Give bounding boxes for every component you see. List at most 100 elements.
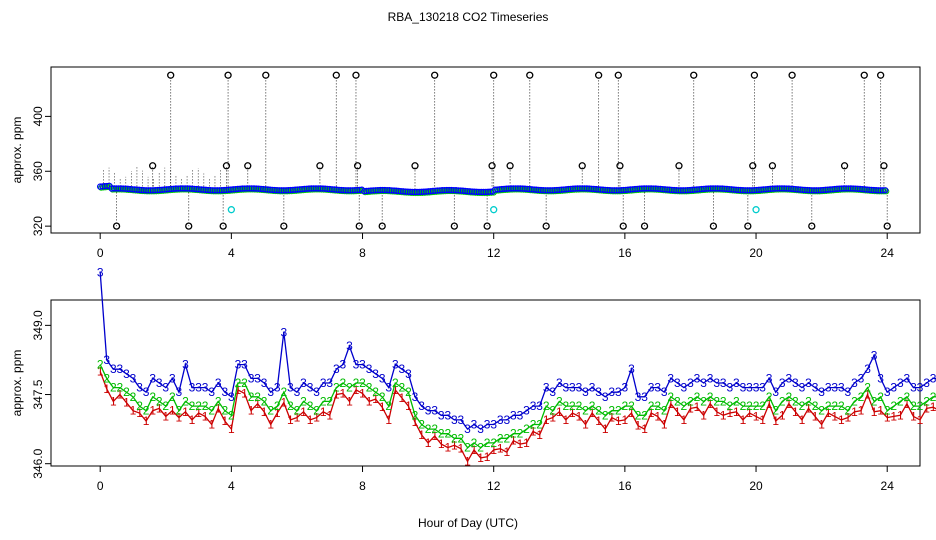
baseline-point	[840, 185, 848, 192]
series-3-marker: 3	[261, 376, 268, 390]
baseline-point-green	[316, 186, 323, 193]
baseline-point-green	[483, 189, 490, 197]
baseline-point	[737, 186, 744, 194]
outlier-point	[506, 162, 514, 170]
series-3-marker: 3	[326, 376, 333, 390]
series-2-marker: 2	[182, 394, 189, 408]
baseline-point-green	[426, 189, 433, 196]
baseline-point-green	[492, 187, 500, 194]
series-3-marker: 3	[418, 399, 425, 413]
baseline-point-green	[630, 187, 637, 194]
baseline-point-green	[242, 186, 249, 193]
series-2-marker: 2	[569, 399, 576, 413]
baseline-point-green	[823, 187, 830, 194]
series-3-marker: 3	[523, 404, 530, 418]
baseline-point-green	[577, 186, 585, 193]
bottom-x-tick-label: 12	[487, 479, 501, 493]
baseline-point-green	[747, 188, 754, 195]
bottom-y-tick-label: 346.0	[31, 448, 45, 478]
baseline-point-green	[554, 187, 562, 195]
baseline-point-green	[300, 187, 307, 194]
baseline-point-green	[690, 187, 697, 194]
outlier-point	[594, 71, 603, 79]
outlier-point	[355, 222, 363, 230]
baseline-point-green	[311, 186, 318, 193]
baseline-point	[406, 188, 414, 196]
series-1-marker: 1	[221, 414, 228, 428]
baseline-point	[276, 187, 283, 194]
baseline-point	[113, 185, 120, 192]
series-3-marker: 3	[438, 408, 445, 422]
series-1-marker: 1	[490, 443, 497, 457]
baseline-point	[409, 188, 416, 196]
series-2-marker: 2	[733, 394, 740, 408]
series-2-marker: 2	[169, 390, 176, 404]
baseline-point	[246, 185, 253, 192]
baseline-point	[776, 185, 783, 192]
series-1-marker: 1	[425, 436, 432, 450]
baseline-point-green	[212, 188, 220, 195]
series-2-marker: 2	[641, 408, 648, 422]
baseline-point	[813, 187, 820, 194]
baseline-point	[510, 185, 517, 192]
series-2-marker: 2	[549, 404, 556, 418]
outlier-point	[332, 71, 340, 79]
series-2-marker: 2	[785, 390, 792, 404]
series-2-marker: 2	[523, 422, 530, 436]
series-2-marker: 2	[589, 399, 596, 413]
series-1-marker: 1	[464, 454, 471, 468]
baseline-point-green	[779, 186, 787, 193]
baseline-point	[882, 187, 889, 194]
baseline-point-green	[421, 189, 428, 196]
baseline-point-green	[580, 186, 587, 193]
series-3-marker: 3	[248, 371, 255, 385]
top-y-tick-label: 400	[31, 106, 45, 126]
series-2-marker: 2	[195, 399, 202, 413]
baseline-point-green	[102, 184, 109, 191]
calibration-point	[752, 206, 760, 214]
series-1-marker: 1	[746, 406, 753, 420]
series-1-marker: 1	[825, 406, 832, 420]
baseline-point-green	[504, 186, 511, 193]
baseline-point	[445, 186, 453, 194]
outlier-point	[788, 71, 796, 79]
baseline-point-green	[178, 186, 185, 193]
series-1-marker: 1	[340, 386, 347, 400]
series-2-marker: 2	[241, 376, 248, 390]
series-1-marker: 1	[326, 408, 333, 422]
baseline-point-green	[235, 186, 243, 194]
baseline-point-green	[343, 188, 350, 195]
series-3-marker: 3	[162, 381, 169, 395]
series-1-marker: 1	[248, 404, 255, 418]
series-2-marker: 2	[648, 399, 655, 413]
series-3-marker: 3	[694, 371, 701, 385]
series-3-marker: 3	[182, 358, 189, 372]
series-1-marker: 1	[241, 386, 248, 400]
series-1-marker: 1	[215, 401, 222, 415]
series-2-marker: 2	[871, 394, 878, 408]
series-2-marker: 2	[930, 390, 936, 404]
series-1-marker: 1	[130, 404, 137, 418]
series-1-marker: 1	[681, 413, 688, 427]
bottom-x-tick-label: 8	[359, 479, 366, 493]
outlier-point	[149, 162, 157, 170]
baseline-point-green	[681, 188, 688, 195]
baseline-point-green	[841, 186, 849, 193]
baseline-point-green	[543, 188, 550, 195]
baseline-point-green	[515, 186, 523, 193]
baseline-point	[512, 185, 519, 192]
series-3-marker: 3	[648, 381, 655, 395]
series-1-marker: 1	[484, 450, 491, 464]
outlier-point	[185, 222, 193, 230]
series-1-marker: 1	[720, 408, 727, 422]
series-2-marker: 2	[307, 399, 314, 413]
series-1-line	[99, 371, 936, 463]
baseline-point	[744, 187, 751, 194]
baseline-point-green	[157, 187, 164, 195]
baseline-point-green	[169, 186, 176, 194]
baseline-point-green	[621, 187, 628, 195]
series-2-marker: 2	[608, 404, 615, 418]
series-2-marker: 2	[694, 390, 701, 404]
series-1-marker: 1	[543, 413, 550, 427]
baseline-point	[870, 186, 877, 194]
